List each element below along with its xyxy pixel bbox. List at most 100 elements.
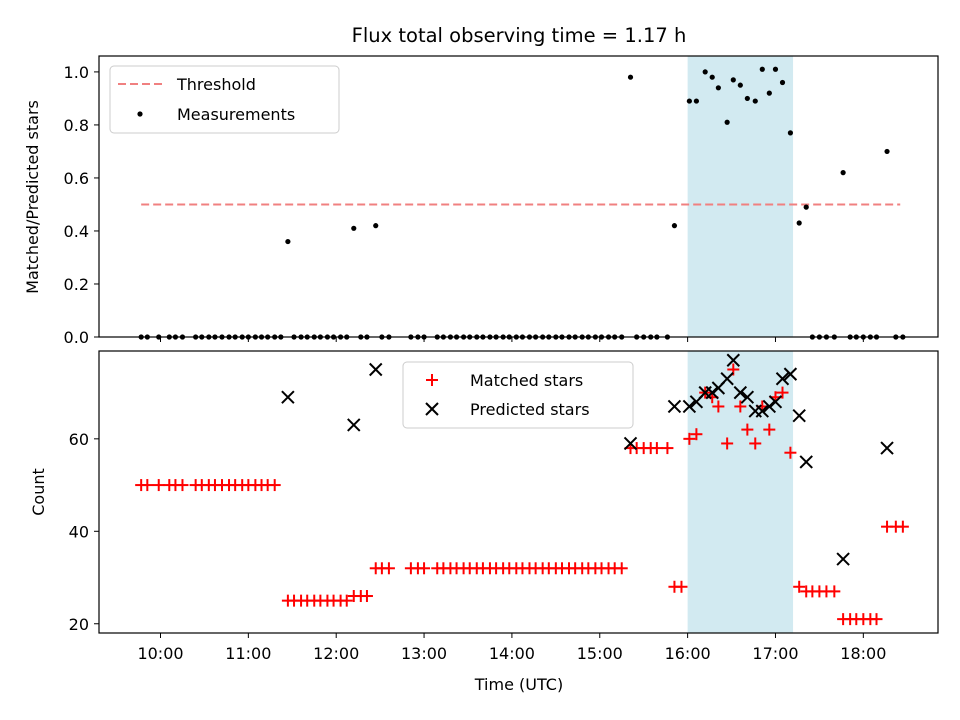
predicted-star-point	[880, 441, 894, 455]
predicted-star-point-b	[347, 418, 361, 432]
measurement-point	[779, 79, 786, 86]
predicted-star-point	[768, 395, 783, 409]
bottom-x-ticks: 10:00 11:00 12:00 13:00 14:00 15:00 16:00 17:00…	[137, 633, 886, 663]
predicted-star-point-b	[720, 372, 734, 386]
measurement-point	[373, 223, 379, 229]
y-tick-label: 0.6	[64, 169, 89, 188]
predicted-star-point	[783, 367, 798, 381]
x-tick-label: 18:00	[840, 644, 886, 663]
matched-star-point	[793, 580, 806, 593]
matched-star-point	[734, 400, 747, 413]
matched-star-point	[360, 590, 373, 603]
x-tick-label: 16:00	[665, 644, 711, 663]
top-y-ticks: 0.0 0.2 0.4 0.6 0.8 1.0	[64, 63, 99, 347]
y-tick-label: 40	[69, 522, 89, 541]
matched-star-point	[152, 479, 165, 492]
predicted-star-point	[705, 385, 719, 400]
y-tick-label: 60	[69, 430, 89, 449]
predicted-star-point	[281, 390, 295, 404]
chart-title: Flux total observing time = 1.17 h	[352, 24, 687, 47]
predicted-star-point	[762, 399, 777, 414]
measurement-point	[686, 98, 692, 104]
matched-star-point	[870, 613, 883, 626]
measurement-point	[730, 77, 736, 83]
bottom-legend-box	[402, 361, 634, 429]
predicted-stars-points	[281, 353, 894, 566]
predicted-star-point	[799, 455, 813, 469]
matched-star-point	[828, 585, 841, 598]
matched-star-point	[741, 423, 754, 436]
predicted-star-point-b	[705, 385, 719, 400]
predicted-star-point	[623, 436, 638, 451]
predicted-star-point	[682, 399, 697, 414]
y-tick-label: 0.4	[64, 222, 89, 241]
measurement-point	[627, 74, 634, 80]
bottom-legend: Matched stars Predicted stars	[402, 361, 634, 429]
measurement-point	[803, 204, 809, 210]
top-y-axis-label: Matched/Predicted stars	[23, 100, 42, 294]
top-x-ticks	[159, 337, 864, 342]
matched-star-point	[784, 446, 797, 459]
matched-star-point	[749, 437, 762, 450]
matched-star-point	[418, 562, 431, 575]
matched-star-point	[268, 479, 281, 492]
bottom-panel: 10:00 11:00 12:00 13:00 14:00 15:00 16:00 17:00…	[29, 350, 939, 694]
x-tick-label: 11:00	[225, 644, 271, 663]
legend-predicted-label: Predicted stars	[470, 400, 590, 419]
measurement-point	[709, 74, 715, 80]
measurement-point	[702, 69, 708, 75]
measurement-point	[759, 66, 765, 72]
measurement-point	[840, 170, 846, 176]
predicted-star-point-b	[726, 353, 741, 367]
measurement-point	[766, 90, 772, 96]
x-tick-label: 17:00	[752, 644, 798, 663]
matched-star-point	[661, 442, 674, 455]
matched-star-point	[896, 520, 909, 533]
predicted-star-point	[667, 399, 682, 414]
predicted-star-point	[792, 409, 806, 423]
predicted-star-point-b	[281, 390, 295, 404]
matched-star-point	[382, 562, 395, 575]
legend-matched-swatch	[426, 374, 438, 386]
measurement-point	[724, 119, 730, 125]
matched-star-point	[721, 437, 734, 450]
x-tick-label: 14:00	[489, 644, 535, 663]
predicted-star-point	[726, 353, 741, 367]
bottom-plot-frame	[98, 350, 939, 634]
predicted-star-point	[836, 552, 850, 566]
legend-threshold-label: Threshold	[176, 75, 256, 94]
predicted-star-point-b	[623, 436, 638, 451]
predicted-star-point-b	[775, 372, 790, 386]
matched-star-point	[675, 580, 688, 593]
measurement-point	[772, 66, 779, 72]
matched-star-point	[650, 442, 663, 455]
x-axis-label: Time (UTC)	[474, 675, 563, 694]
top-legend-box	[109, 65, 340, 134]
predicted-star-point	[369, 362, 383, 377]
matched-star-point	[141, 479, 154, 492]
top-measurement-points-nonzero	[285, 66, 890, 245]
matched-stars-points	[135, 363, 909, 626]
bottom-y-axis-label: Count	[29, 468, 48, 516]
predicted-star-point-b	[369, 362, 383, 377]
predicted-star-point-b	[667, 399, 682, 414]
predicted-star-point-b	[768, 395, 783, 409]
measurement-point	[737, 82, 743, 88]
measurement-point	[351, 225, 357, 231]
legend-measurements-swatch	[137, 111, 143, 117]
predicted-star-point	[755, 404, 770, 418]
matched-star-point	[763, 423, 776, 436]
matched-star-point	[712, 400, 725, 413]
legend-matched-label: Matched stars	[470, 371, 583, 390]
y-tick-label: 20	[69, 615, 89, 634]
measurement-point	[285, 238, 291, 245]
predicted-star-point-b	[836, 552, 850, 566]
predicted-star-point	[733, 385, 748, 400]
predicted-star-point-b	[733, 385, 748, 400]
predicted-star-point	[347, 418, 361, 432]
x-tick-label: 10:00	[137, 644, 183, 663]
matched-star-point	[776, 386, 789, 399]
predicted-star-point-b	[682, 399, 697, 414]
measurement-point	[796, 220, 802, 226]
legend-measurements-label: Measurements	[177, 105, 295, 124]
